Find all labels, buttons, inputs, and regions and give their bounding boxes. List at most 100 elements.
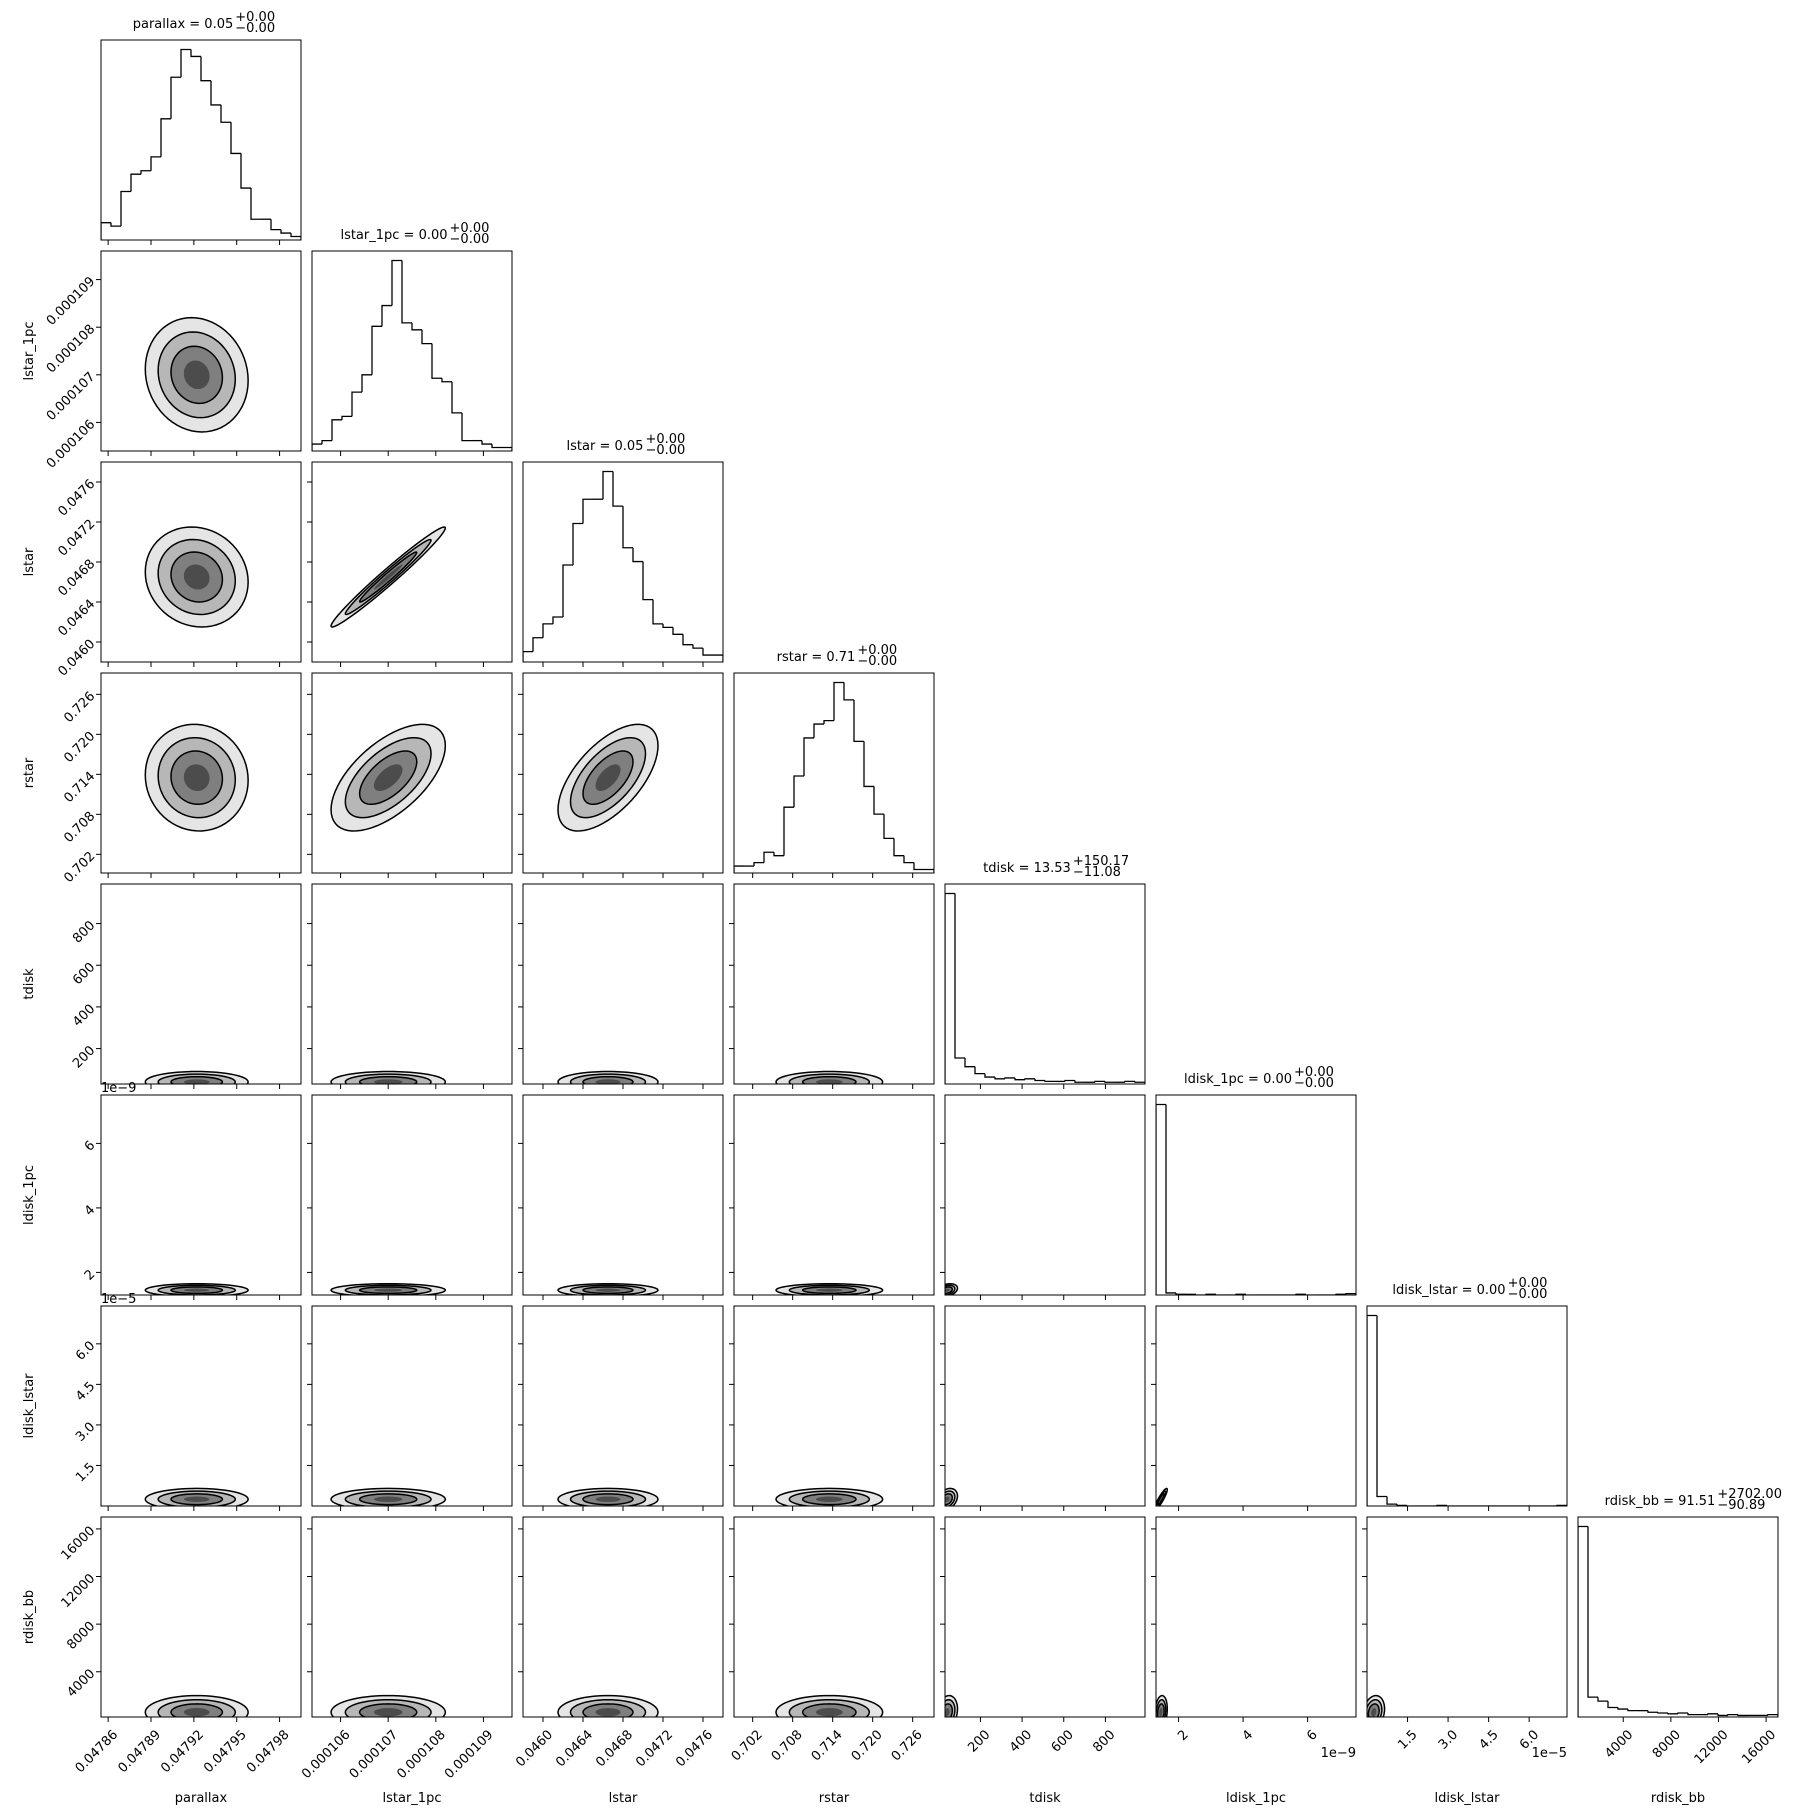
panel	[330, 1487, 447, 1506]
density-contour	[595, 1708, 621, 1717]
y-tick-label: 0.0476	[56, 477, 99, 520]
x-tick-label: 0.726	[889, 1727, 926, 1764]
histogram-bin	[954, 893, 965, 1059]
title-lower-error: −0.00	[1294, 1076, 1334, 1091]
histogram-bin	[582, 498, 593, 524]
panel	[1156, 1487, 1169, 1506]
density-contour	[945, 1708, 950, 1717]
histogram-bin	[642, 561, 653, 601]
density-contour	[595, 1288, 621, 1292]
density-contour	[816, 1496, 843, 1502]
x-tick-label: 1.5	[1395, 1727, 1420, 1752]
panel	[1156, 1103, 1356, 1295]
title-upper-error: +0.00	[235, 10, 275, 25]
histogram-bin	[361, 374, 372, 393]
histogram-bin	[240, 153, 251, 189]
histogram-bin	[813, 723, 824, 738]
density-contour	[373, 764, 403, 791]
panel-frame	[522, 1094, 724, 1296]
density-contour	[945, 1490, 956, 1506]
title-lower-error: −0.00	[857, 654, 897, 669]
histogram-bin	[110, 222, 121, 227]
density-contour	[373, 564, 403, 590]
histogram-bin	[341, 415, 352, 420]
x-tick-label: 0.04792	[158, 1727, 207, 1776]
histogram-bin	[290, 233, 301, 240]
panel-frame	[100, 250, 302, 452]
histogram-bin	[1376, 1315, 1387, 1498]
panel-frame	[1366, 1305, 1568, 1507]
y-tick-label: 0.000109	[44, 274, 98, 328]
y-tick-label: 0.714	[61, 769, 98, 806]
y-tick-label: 16000	[58, 1524, 98, 1564]
panel	[557, 1070, 659, 1084]
density-contour	[157, 736, 237, 819]
density-contour	[1159, 1708, 1163, 1717]
density-contour	[183, 1079, 210, 1084]
density-contour	[595, 1079, 621, 1084]
x-tick-label: 0.0468	[593, 1727, 636, 1770]
y-tick-label: 1.5	[73, 1460, 98, 1485]
x-axis-label: ldisk_1pc	[1226, 1791, 1286, 1806]
panel	[312, 259, 512, 451]
histogram-bin	[893, 838, 904, 857]
density-contour	[1156, 1493, 1165, 1506]
histogram-bin	[863, 741, 874, 788]
x-tick-label: 200	[965, 1727, 993, 1755]
x-axis-label: rdisk_bb	[1651, 1791, 1705, 1806]
histogram-bin	[1124, 1080, 1135, 1083]
histogram-bin	[431, 343, 442, 379]
density-contour	[344, 736, 432, 819]
x-tick-label: 4000	[1602, 1727, 1636, 1761]
panel-frame	[100, 1094, 302, 1296]
density-contour	[1156, 1703, 1165, 1717]
title-upper-error: +150.17	[1073, 854, 1129, 869]
histogram-bin	[622, 506, 633, 549]
title-upper-error: +0.00	[1508, 1276, 1548, 1291]
x-tick-label: 6	[1304, 1727, 1320, 1743]
histogram-bin	[160, 118, 171, 157]
histogram-bin	[1578, 1525, 1588, 1717]
y-tick-label: 0.708	[61, 809, 98, 846]
histogram-bin	[1134, 1081, 1145, 1084]
density-contour	[183, 1288, 210, 1292]
histogram-bin	[411, 322, 422, 331]
histogram-bin	[1707, 1713, 1718, 1715]
histogram-bin	[1607, 1701, 1618, 1709]
x-tick-label: 400	[1007, 1727, 1035, 1755]
histogram-bin	[994, 1077, 1005, 1080]
histogram-bin	[1627, 1709, 1638, 1712]
y-axis-label: ldisk_1pc	[22, 1165, 37, 1225]
histogram-bin	[853, 699, 864, 743]
histogram-bin	[1597, 1697, 1608, 1702]
density-contour	[582, 1703, 634, 1717]
histogram-bin	[1345, 1292, 1356, 1295]
histogram-bin	[984, 1073, 995, 1078]
histogram-bin	[1104, 1081, 1115, 1083]
histogram-bin	[140, 170, 151, 175]
histogram-bin	[1094, 1080, 1105, 1083]
histogram-bin	[1727, 1713, 1738, 1716]
histogram-bin	[1617, 1707, 1628, 1710]
panel-frame	[100, 883, 302, 1085]
x-tick-label: 0.04798	[244, 1727, 293, 1776]
y-tick-label: 800	[70, 918, 98, 946]
y-offset-label: 1e−5	[101, 1292, 136, 1307]
x-tick-label: 4.5	[1476, 1727, 1501, 1752]
panel-frame	[311, 1516, 513, 1718]
histogram-bin	[833, 681, 844, 721]
histogram-bin	[672, 627, 683, 635]
density-contour	[170, 1493, 224, 1506]
histogram-bin	[1044, 1080, 1055, 1083]
density-contour	[358, 1075, 418, 1084]
histogram-bin	[1024, 1078, 1035, 1080]
x-tick-label: 0.0460	[513, 1727, 556, 1770]
y-tick-label: 8000	[64, 1619, 98, 1653]
panel-frame	[311, 250, 513, 452]
y-tick-label: 12000	[58, 1571, 98, 1611]
histogram-bin	[783, 806, 794, 856]
panel-frame	[522, 883, 724, 1085]
y-tick-label: 200	[70, 1043, 98, 1071]
panel	[144, 1694, 249, 1717]
density-contour	[816, 1079, 843, 1084]
